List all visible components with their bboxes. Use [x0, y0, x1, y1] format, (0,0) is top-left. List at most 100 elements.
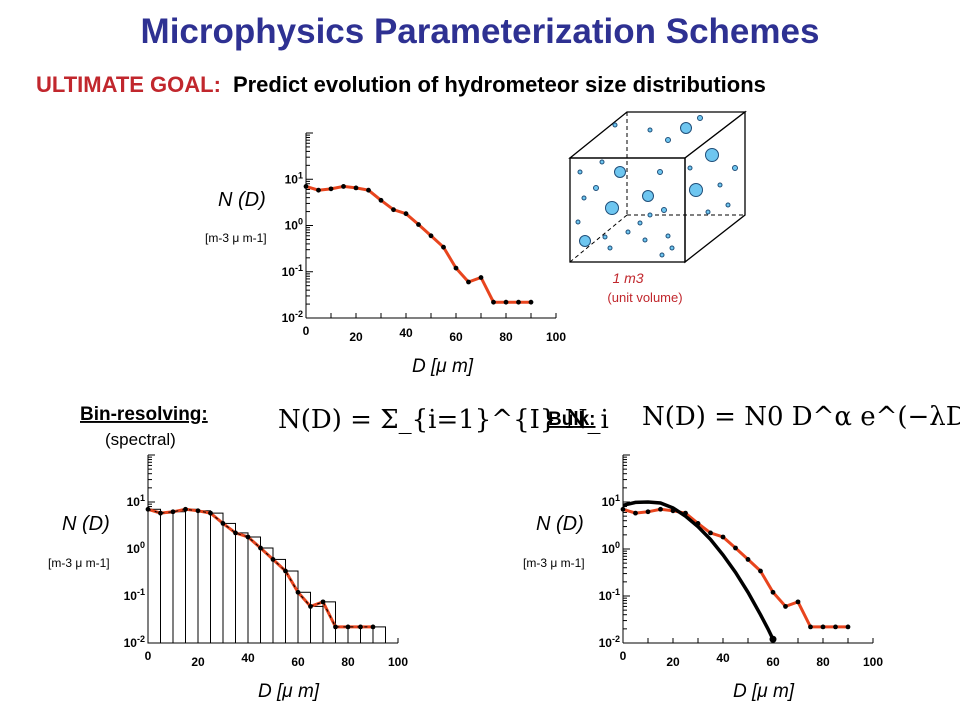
- histogram-bar: [372, 626, 386, 644]
- bulk-formula: N(D) = N0 D^α e^(−λD): [642, 402, 960, 432]
- unit-volume-sub: (unit volume): [607, 290, 682, 305]
- histogram-bar: [335, 626, 349, 644]
- data-point: [370, 624, 376, 630]
- top-xlabel: D [μ m]: [412, 356, 474, 377]
- x-tick-label: 80: [341, 655, 355, 669]
- data-point: [491, 299, 496, 305]
- droplet: [647, 212, 653, 218]
- droplets: [575, 115, 738, 258]
- y-tick-label: 10-1: [124, 587, 145, 603]
- x-tick-label: 0: [303, 324, 310, 338]
- droplet: [669, 245, 675, 251]
- droplet: [575, 219, 581, 225]
- x-tick-label: 40: [399, 326, 413, 340]
- droplet: [599, 159, 605, 165]
- droplet: [705, 148, 719, 162]
- data-point: [378, 197, 384, 203]
- droplet: [687, 165, 693, 171]
- droplet: [657, 169, 663, 175]
- data-point: [795, 599, 801, 605]
- droplet: [612, 122, 618, 128]
- droplet: [577, 169, 583, 175]
- droplet: [593, 185, 599, 191]
- y-tick-label: 100: [602, 540, 620, 556]
- x-tick-label: 20: [666, 655, 680, 669]
- histogram-bar: [322, 601, 336, 644]
- droplet: [602, 234, 608, 240]
- data-point: [145, 506, 151, 512]
- data-point: [170, 509, 176, 515]
- droplet: [689, 183, 703, 197]
- droplet: [579, 235, 591, 247]
- droplet: [717, 182, 723, 188]
- data-point: [353, 185, 359, 191]
- data-point: [270, 557, 276, 562]
- histogram-bar: [147, 508, 161, 644]
- data-point: [295, 589, 301, 595]
- droplet: [642, 237, 648, 243]
- data-point: [516, 299, 521, 305]
- goal-text: Predict evolution of hydrometeor size di…: [232, 72, 766, 97]
- bulk-yunits: [m-3 μ m-1]: [523, 556, 585, 570]
- data-point: [403, 211, 409, 217]
- bin-chart: 101 100 10-1 10-20 20 40 60 80 100: [124, 454, 408, 669]
- x-tick-label: 60: [291, 655, 305, 669]
- top-yunits: [m-3 μ m-1]: [205, 231, 267, 245]
- data-point: [283, 568, 288, 574]
- histogram-bar: [310, 605, 324, 644]
- x-tick-label: 60: [449, 330, 463, 344]
- data-point: [183, 506, 188, 512]
- y-tick-label: 101: [602, 493, 620, 509]
- y-tick-label: 10-1: [599, 587, 620, 603]
- data-point: [345, 624, 351, 630]
- x-tick-label: 80: [499, 330, 513, 344]
- x-tick-label: 100: [546, 330, 566, 344]
- data-point: [758, 568, 763, 574]
- x-tick-label: 100: [388, 655, 408, 669]
- goal-label: ULTIMATE GOAL:: [36, 72, 221, 97]
- data-point: [233, 530, 238, 536]
- histogram-bar: [172, 511, 186, 644]
- droplet: [614, 166, 626, 178]
- droplet: [665, 233, 671, 239]
- histogram-bar: [197, 510, 211, 644]
- y-tick-label: 101: [127, 493, 145, 509]
- data-point: [620, 506, 626, 512]
- data-point: [220, 521, 226, 526]
- bulk-title: Bulk:: [548, 409, 596, 430]
- x-tick-label: 40: [716, 651, 730, 665]
- data-point: [316, 187, 321, 193]
- data-point: [658, 506, 663, 512]
- droplet: [697, 115, 703, 121]
- bin-formula: N(D) = Σ_{i=1}^{I} N_i: [278, 405, 609, 435]
- droplet: [647, 127, 653, 133]
- x-tick-label: 0: [145, 649, 152, 663]
- y-tick-label: 101: [285, 170, 303, 186]
- data-point: [478, 275, 484, 280]
- data-point: [820, 624, 826, 630]
- y-tick-label: 10-2: [599, 634, 620, 650]
- x-tick-label: 0: [620, 649, 627, 663]
- data-point: [770, 589, 776, 595]
- data-point: [833, 624, 838, 630]
- unit-volume-label: 1 m3: [612, 270, 643, 286]
- data-point: [158, 510, 163, 516]
- histogram-bar: [222, 522, 236, 644]
- histogram-bar: [347, 626, 361, 644]
- bin-xlabel: D [μ m]: [258, 681, 320, 702]
- x-tick-label: 40: [241, 651, 255, 665]
- data-point: [208, 510, 213, 516]
- size-distribution-line: [622, 507, 848, 629]
- size-distribution-line: [305, 184, 531, 304]
- x-tick-label: 20: [349, 330, 363, 344]
- data-point: [258, 545, 263, 551]
- data-point: [645, 509, 651, 515]
- droplet: [607, 245, 613, 251]
- bin-yunits: [m-3 μ m-1]: [48, 556, 110, 570]
- data-point: [416, 222, 421, 227]
- droplet: [665, 137, 671, 143]
- data-point: [341, 184, 346, 189]
- droplet: [705, 209, 711, 215]
- data-point: [391, 207, 396, 213]
